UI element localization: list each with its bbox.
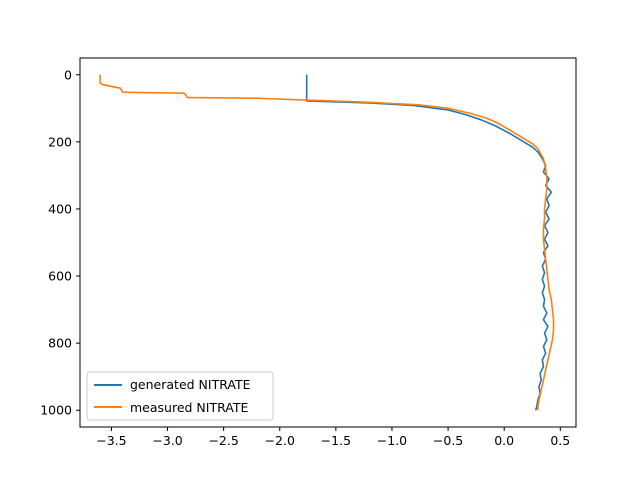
x-tick-label: −3.0 [152, 433, 182, 448]
series-line-generated-nitrate [305, 74, 553, 411]
x-tick-label: −2.5 [208, 433, 238, 448]
x-axis: −3.5 −3.0 −2.5 −2.0 −1.5 −1.0 −0.5 0.0 0.5 [96, 427, 570, 448]
legend-label-generated: generated NITRATE [130, 377, 251, 392]
x-tick-label: 0.0 [494, 433, 514, 448]
x-tick-label: −1.0 [377, 433, 407, 448]
x-tick-label: −1.5 [321, 433, 351, 448]
y-tick-label: 600 [48, 269, 72, 284]
y-tick-label: 800 [48, 336, 72, 351]
y-tick-label: 1000 [40, 403, 72, 418]
legend-box [86, 371, 274, 421]
legend: generated NITRATE measured NITRATE [86, 371, 274, 421]
y-tick-label: 200 [48, 134, 72, 149]
plot-area-frame [79, 57, 577, 428]
y-tick-label: 0 [64, 67, 72, 82]
series-line-measured-nitrate [99, 74, 555, 411]
x-tick-label: 0.5 [550, 433, 570, 448]
y-tick-label: 400 [48, 201, 72, 216]
legend-label-measured: measured NITRATE [130, 400, 248, 415]
x-tick-label: −2.0 [265, 433, 295, 448]
x-tick-label: −3.5 [96, 433, 126, 448]
y-axis: 0 200 400 600 800 1000 [40, 67, 80, 418]
series-layer [99, 74, 555, 411]
x-tick-label: −0.5 [433, 433, 463, 448]
